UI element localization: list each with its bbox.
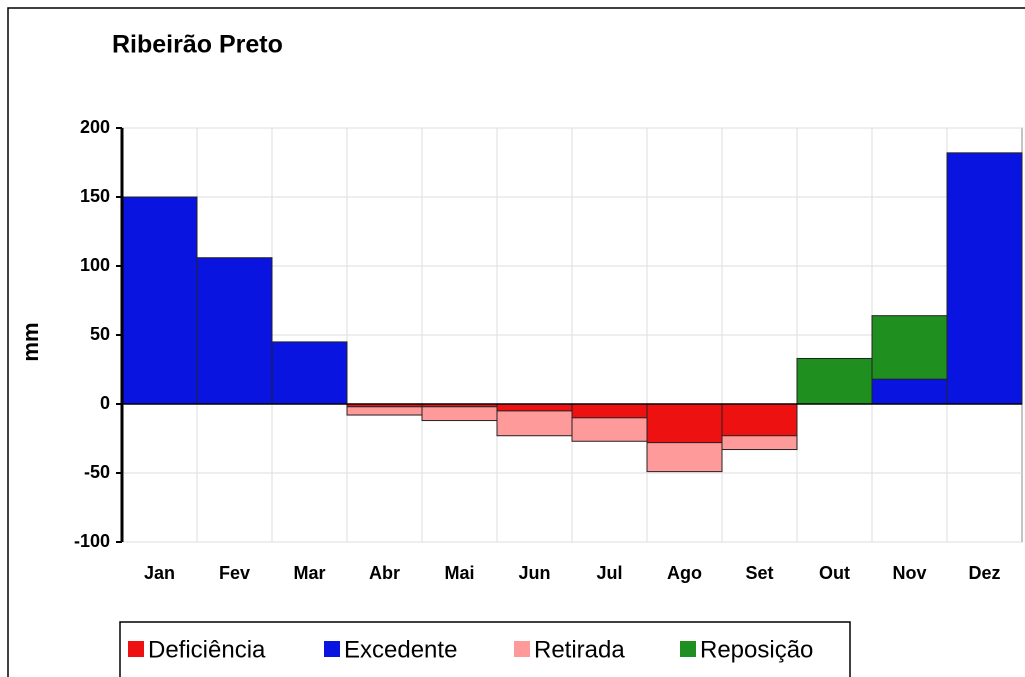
legend-swatch (128, 641, 144, 657)
legend-label: Excedente (344, 636, 457, 663)
legend-box (119, 621, 851, 677)
y-tick-label: 50 (90, 324, 110, 344)
x-tick-label: Ago (667, 563, 702, 583)
legend-label: Retirada (534, 636, 625, 663)
legend-swatch (680, 641, 696, 657)
chart-title: Ribeirão Preto (112, 31, 283, 59)
bar (571, 403, 648, 419)
bar (646, 403, 723, 444)
bar (271, 341, 348, 405)
bar (196, 257, 273, 405)
bar (721, 403, 798, 437)
x-tick-label: Fev (219, 563, 250, 583)
bar (946, 152, 1023, 405)
y-axis-label: mm (18, 322, 43, 361)
x-tick-label: Jul (596, 563, 622, 583)
x-tick-label: Mar (293, 563, 325, 583)
x-tick-label: Abr (369, 563, 400, 583)
y-tick-label: -100 (74, 531, 110, 551)
bar (796, 357, 873, 405)
y-tick-label: 150 (80, 186, 110, 206)
y-tick-label: -50 (84, 462, 110, 482)
x-tick-label: Set (745, 563, 773, 583)
x-tick-label: Mai (444, 563, 474, 583)
x-tick-label: Jun (518, 563, 550, 583)
bar (871, 378, 948, 405)
legend-label: Deficiência (148, 636, 266, 663)
x-tick-label: Out (819, 563, 850, 583)
legend-swatch (324, 641, 340, 657)
legend-label: Reposição (700, 636, 813, 663)
legend-swatch (514, 641, 530, 657)
x-tick-label: Nov (892, 563, 926, 583)
bar (121, 196, 198, 405)
x-tick-label: Dez (968, 563, 1000, 583)
x-tick-label: Jan (144, 563, 175, 583)
bar (496, 403, 573, 412)
y-tick-label: 200 (80, 117, 110, 137)
y-tick-label: 0 (100, 393, 110, 413)
y-tick-label: 100 (80, 255, 110, 275)
